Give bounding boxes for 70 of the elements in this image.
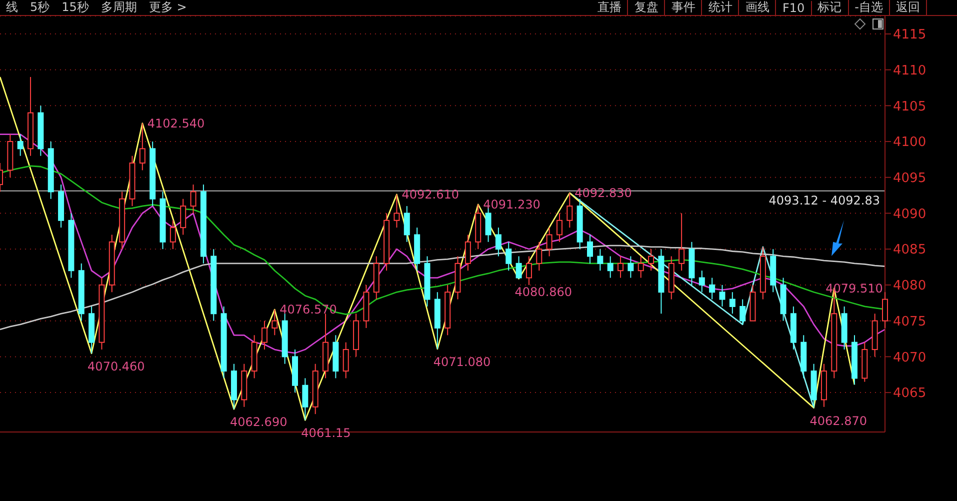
text: 直播	[591, 0, 628, 16]
y-tick-label: 4110	[893, 63, 926, 78]
y-tick-label: 4065	[893, 386, 926, 402]
data-label: 4102.540	[147, 116, 205, 130]
y-tick-label: 4095	[893, 170, 926, 186]
candlestick	[587, 234, 593, 264]
candlestick	[139, 122, 146, 171]
candlestick	[709, 277, 716, 300]
candlestick	[261, 320, 268, 350]
data-label: 4092.610	[402, 188, 459, 202]
candlestick	[536, 241, 542, 272]
candlestick	[740, 298, 746, 325]
candlestick	[678, 212, 685, 272]
y-tick-label: 4085	[893, 242, 926, 258]
candlestick	[628, 256, 634, 278]
candlestick	[607, 256, 614, 278]
text: 复盘	[628, 0, 666, 16]
ref-line-label: 4093.12 - 4092.83	[768, 193, 880, 208]
candlestick	[698, 270, 705, 293]
y-tick-label: 4080	[893, 278, 926, 294]
candlestick	[394, 194, 400, 228]
data-label: 4062.690	[230, 415, 288, 430]
candlestick	[495, 227, 502, 257]
candlestick	[190, 184, 196, 214]
text: 画线	[739, 0, 776, 16]
data-label: 4070.460	[88, 359, 145, 374]
candlestick	[302, 378, 308, 421]
line-series	[0, 134, 886, 354]
candlestick	[17, 134, 24, 156]
candlestick	[342, 342, 349, 379]
text: 多周期	[100, 0, 138, 16]
candlestick	[526, 256, 532, 286]
text: 15秒	[60, 0, 90, 16]
candlestick	[404, 206, 410, 242]
text: 线	[5, 0, 19, 16]
data-label: 4091.230	[483, 197, 540, 212]
text: 事件	[665, 0, 702, 16]
candlestick	[516, 256, 522, 280]
text: -自选	[848, 0, 890, 16]
candlestick	[648, 248, 654, 272]
data-label: 4079.510	[826, 281, 883, 296]
candlestick	[464, 234, 471, 272]
candlestick	[180, 198, 186, 236]
candlestick	[719, 284, 726, 307]
text: F10	[776, 0, 812, 14]
y-tick-label: 4105	[893, 99, 926, 114]
text: 标记	[812, 0, 849, 16]
candlestick	[272, 309, 278, 336]
y-tick-label: 4115	[893, 28, 926, 43]
candlestick	[882, 292, 888, 328]
candlestick	[618, 256, 624, 278]
candlestick	[638, 256, 644, 278]
y-tick-label: 4075	[893, 314, 926, 330]
data-label: 4071.080	[433, 354, 491, 369]
y-tick-label: 4100	[893, 135, 926, 150]
candlestick	[729, 292, 736, 314]
y-tick-label: 4070	[893, 350, 926, 366]
text: 更多 >	[148, 0, 188, 16]
text: 统计	[702, 0, 740, 16]
data-label: 4062.870	[810, 414, 868, 428]
candlestick	[546, 227, 552, 257]
data-label: 4080.860	[514, 284, 572, 299]
candlestick	[556, 212, 562, 242]
text: 5秒	[29, 0, 51, 16]
candlestick	[170, 220, 176, 250]
candlestick	[506, 241, 512, 272]
y-tick-label: 4090	[893, 206, 926, 222]
candlestick	[566, 192, 573, 228]
text: 返回	[890, 0, 927, 16]
candlestick	[597, 248, 604, 272]
